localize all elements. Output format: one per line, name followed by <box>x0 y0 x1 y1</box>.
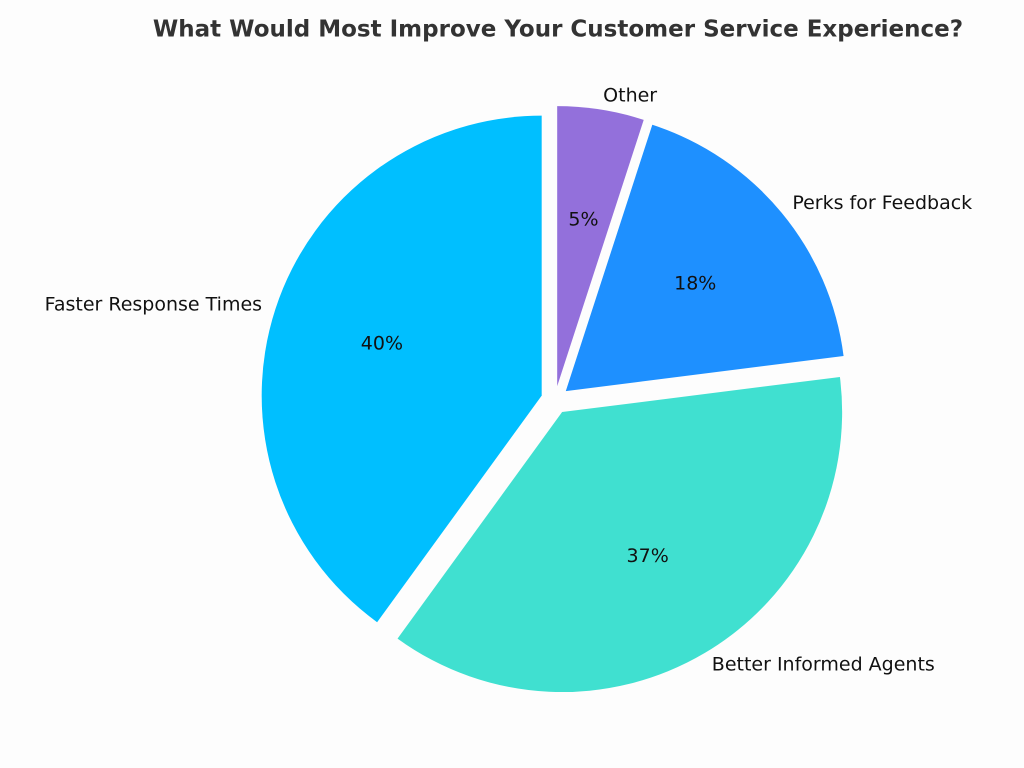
value-label: 40% <box>361 332 403 354</box>
slice-label: Faster Response Times <box>45 293 262 315</box>
slice-label: Better Informed Agents <box>712 654 935 676</box>
value-label: 18% <box>674 272 716 294</box>
value-label: 5% <box>568 209 598 231</box>
pie-slice <box>261 115 542 623</box>
pie-slice <box>565 124 844 392</box>
chart-title: What Would Most Improve Your Customer Se… <box>153 17 963 43</box>
pie-slice <box>397 376 843 693</box>
pie-slice <box>557 106 644 387</box>
slice-label: Perks for Feedback <box>792 192 972 214</box>
slice-label: Other <box>603 84 657 106</box>
value-label: 37% <box>627 545 669 567</box>
